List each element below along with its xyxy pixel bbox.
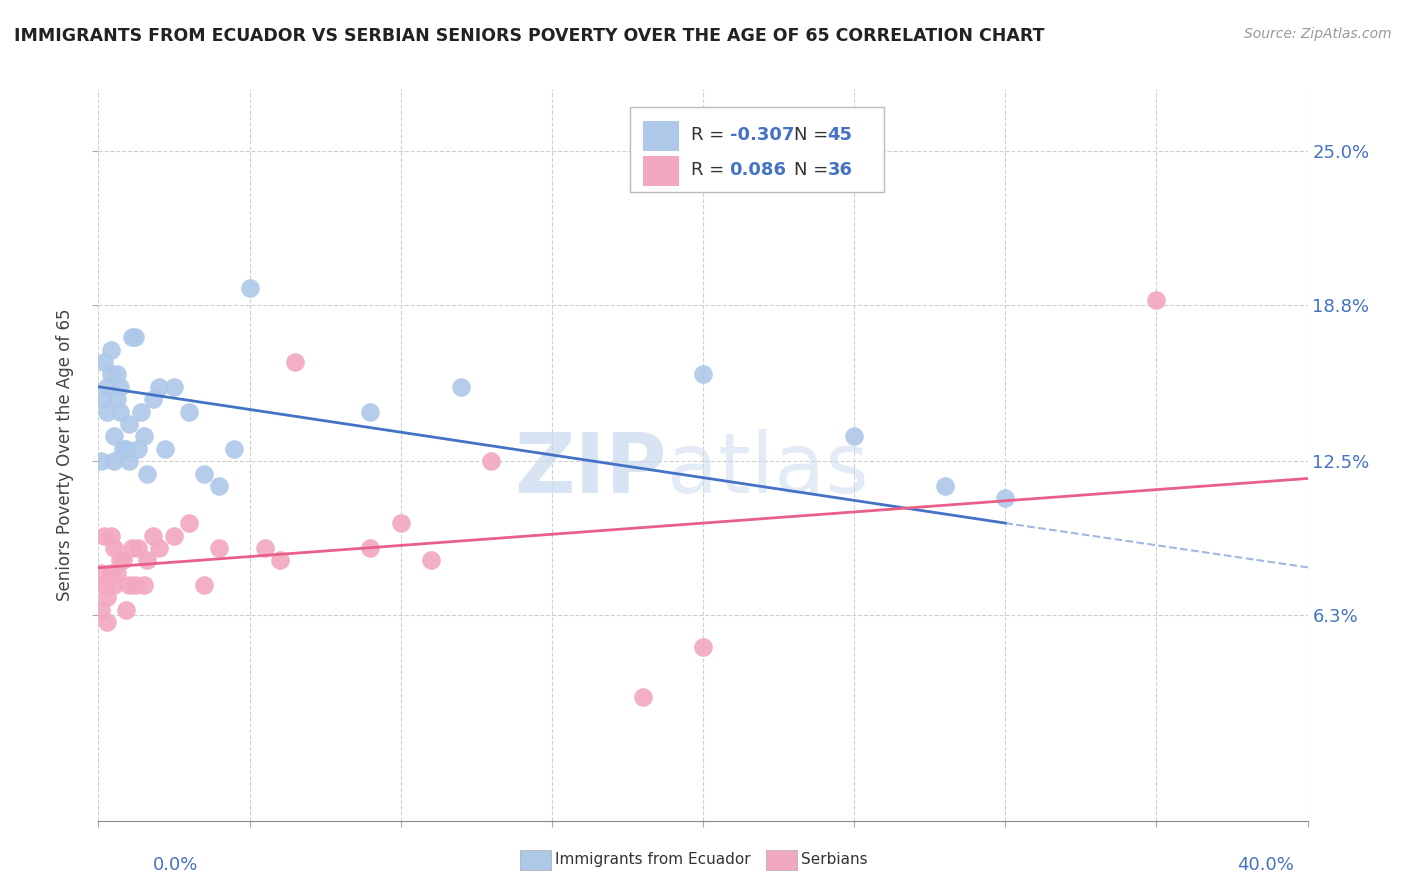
Point [239, 280, 262, 294]
Point [90, 603, 112, 617]
Text: R =: R = [690, 127, 730, 145]
Point [103, 578, 125, 592]
Point [127, 442, 149, 456]
Point [179, 516, 201, 530]
Point [108, 404, 131, 418]
Point [90, 454, 112, 468]
Point [118, 417, 141, 431]
Point [163, 528, 186, 542]
Point [111, 553, 134, 567]
Point [631, 690, 654, 704]
Point [105, 566, 128, 580]
Point [111, 442, 134, 456]
Point [179, 404, 201, 418]
Point [193, 467, 215, 481]
Point [96, 591, 118, 605]
Text: Immigrants from Ecuador: Immigrants from Ecuador [555, 853, 751, 867]
Point [121, 330, 143, 344]
Point [284, 355, 307, 369]
Text: N =: N = [793, 127, 834, 145]
Point [994, 491, 1017, 506]
Point [114, 442, 136, 456]
Point [103, 429, 125, 443]
Text: atlas: atlas [666, 429, 869, 510]
Text: Source: ZipAtlas.com: Source: ZipAtlas.com [1244, 27, 1392, 41]
Point [132, 429, 155, 443]
Point [93, 528, 115, 542]
Text: 36: 36 [828, 161, 852, 178]
Point [93, 578, 115, 592]
Point [103, 454, 125, 468]
Point [103, 541, 125, 555]
Point [193, 578, 215, 592]
FancyBboxPatch shape [643, 156, 679, 186]
Point [208, 541, 231, 555]
Point [100, 528, 122, 542]
Text: 45: 45 [828, 127, 852, 145]
Point [844, 429, 866, 443]
Text: R =: R = [690, 161, 730, 178]
Point [450, 380, 472, 394]
Point [114, 603, 136, 617]
FancyBboxPatch shape [630, 108, 884, 192]
Point [121, 541, 143, 555]
Point [253, 541, 276, 555]
Point [124, 578, 146, 592]
Point [163, 380, 186, 394]
Point [142, 392, 165, 406]
Point [96, 380, 118, 394]
Point [692, 368, 714, 382]
Point [100, 343, 122, 357]
Point [208, 479, 231, 493]
FancyBboxPatch shape [643, 120, 679, 152]
Point [105, 392, 128, 406]
Point [105, 368, 128, 382]
Point [148, 380, 170, 394]
Text: ZIP: ZIP [515, 429, 666, 510]
Point [1144, 293, 1167, 307]
Text: 40.0%: 40.0% [1237, 856, 1294, 874]
Point [93, 392, 115, 406]
Point [90, 566, 112, 580]
Point [135, 467, 157, 481]
Point [108, 553, 131, 567]
Point [420, 553, 443, 567]
Point [100, 566, 122, 580]
Text: -0.307: -0.307 [730, 127, 794, 145]
Point [129, 404, 152, 418]
Point [127, 541, 149, 555]
Point [96, 404, 118, 418]
Point [389, 516, 412, 530]
Point [100, 368, 122, 382]
Point [360, 541, 382, 555]
Point [132, 578, 155, 592]
Point [142, 528, 165, 542]
Text: Serbians: Serbians [801, 853, 868, 867]
Point [96, 615, 118, 630]
Point [124, 330, 146, 344]
Point [224, 442, 246, 456]
Point [360, 404, 382, 418]
Point [118, 454, 141, 468]
Point [631, 169, 654, 183]
Point [108, 380, 131, 394]
Point [481, 454, 503, 468]
Point [93, 355, 115, 369]
Text: IMMIGRANTS FROM ECUADOR VS SERBIAN SENIORS POVERTY OVER THE AGE OF 65 CORRELATIO: IMMIGRANTS FROM ECUADOR VS SERBIAN SENIO… [14, 27, 1045, 45]
Point [153, 442, 176, 456]
Point [269, 553, 291, 567]
Point [148, 541, 170, 555]
Y-axis label: Seniors Poverty Over the Age of 65: Seniors Poverty Over the Age of 65 [56, 309, 75, 601]
Point [934, 479, 956, 493]
Point [692, 640, 714, 654]
Point [118, 578, 141, 592]
Text: 0.086: 0.086 [730, 161, 786, 178]
Text: 0.0%: 0.0% [153, 856, 198, 874]
Point [135, 553, 157, 567]
Text: N =: N = [793, 161, 834, 178]
